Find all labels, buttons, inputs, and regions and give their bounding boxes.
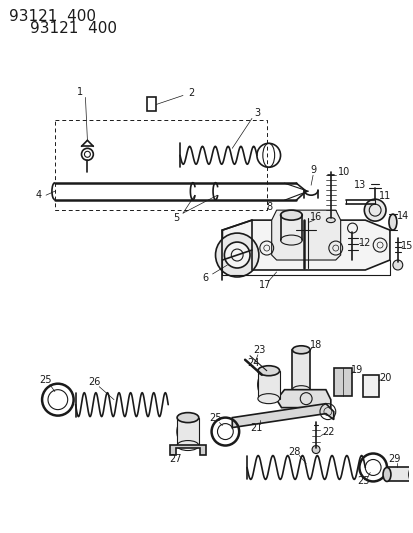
Text: 16: 16 (309, 212, 321, 222)
Text: 15: 15 (399, 241, 412, 251)
Ellipse shape (280, 235, 301, 245)
Text: 10: 10 (337, 167, 349, 177)
Polygon shape (271, 210, 340, 260)
Ellipse shape (262, 377, 274, 393)
Ellipse shape (292, 346, 309, 354)
Text: 8: 8 (266, 202, 272, 212)
Polygon shape (222, 220, 389, 270)
Polygon shape (276, 390, 330, 408)
Bar (257, 371, 279, 399)
Text: 26: 26 (88, 377, 100, 387)
Text: 17: 17 (258, 280, 271, 290)
Ellipse shape (257, 394, 279, 403)
Ellipse shape (257, 366, 279, 376)
Text: 3: 3 (253, 108, 259, 118)
Ellipse shape (177, 417, 198, 446)
Text: 1: 1 (76, 87, 82, 98)
Bar (146, 98, 156, 111)
Text: 29: 29 (388, 455, 400, 464)
Circle shape (224, 242, 249, 268)
Text: 28: 28 (287, 447, 300, 457)
Text: 93121  400: 93121 400 (30, 21, 117, 36)
Ellipse shape (182, 424, 193, 440)
Ellipse shape (408, 467, 413, 481)
Bar (292, 350, 309, 390)
Bar (177, 417, 198, 446)
Text: 2: 2 (188, 88, 194, 99)
Text: 13: 13 (354, 180, 366, 190)
Text: 20: 20 (378, 373, 390, 383)
Ellipse shape (388, 214, 396, 230)
Ellipse shape (280, 210, 301, 220)
Text: 14: 14 (396, 211, 408, 221)
Text: 25: 25 (209, 413, 221, 423)
Text: 9: 9 (309, 165, 316, 175)
Bar (363, 375, 378, 397)
Ellipse shape (382, 467, 390, 481)
Circle shape (392, 260, 402, 270)
Circle shape (311, 446, 319, 454)
Text: 19: 19 (351, 365, 363, 375)
Text: 27: 27 (169, 455, 181, 464)
Ellipse shape (257, 370, 279, 400)
Text: 12: 12 (358, 238, 370, 248)
Polygon shape (232, 403, 333, 427)
Ellipse shape (325, 217, 335, 223)
Text: 25: 25 (39, 375, 51, 385)
Text: 5: 5 (173, 213, 179, 223)
Text: 6: 6 (202, 273, 208, 283)
Text: 11: 11 (378, 191, 390, 201)
Text: 4: 4 (35, 190, 41, 200)
Text: 21: 21 (250, 423, 263, 433)
Text: 24: 24 (246, 358, 259, 368)
Text: 93121  400: 93121 400 (9, 9, 95, 23)
Bar (386, 467, 412, 481)
Ellipse shape (177, 413, 198, 423)
Ellipse shape (292, 386, 309, 394)
Text: 22: 22 (322, 426, 334, 437)
Bar (333, 368, 351, 395)
Circle shape (363, 199, 385, 221)
Circle shape (215, 233, 258, 277)
Text: 18: 18 (309, 340, 321, 350)
Polygon shape (170, 445, 205, 455)
Text: 25: 25 (356, 477, 369, 487)
Text: 23: 23 (253, 345, 266, 355)
